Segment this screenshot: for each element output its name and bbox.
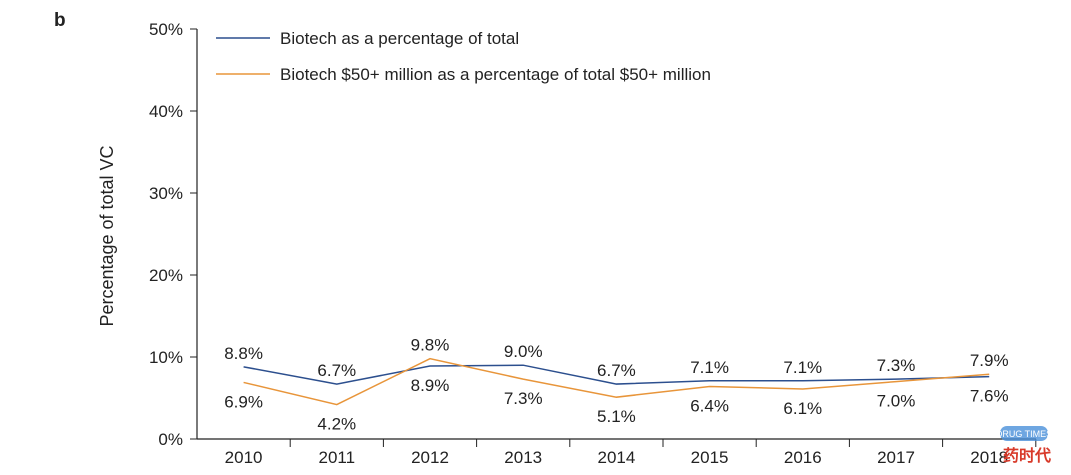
data-label: 7.6%: [970, 387, 1009, 406]
panel-label: b: [54, 10, 66, 31]
data-label: 4.2%: [317, 415, 356, 434]
legend-label: Biotech $50+ million as a percentage of …: [280, 65, 711, 84]
data-label: 7.9%: [970, 351, 1009, 370]
data-label: 7.3%: [877, 356, 916, 375]
x-tick-label: 2013: [504, 448, 542, 467]
data-label: 6.9%: [224, 392, 263, 411]
data-label: 6.7%: [597, 361, 636, 380]
y-tick-label: 10%: [149, 348, 183, 367]
data-label: 7.0%: [877, 392, 916, 411]
data-label: 9.8%: [411, 336, 450, 355]
x-tick-label: 2015: [691, 448, 729, 467]
y-tick-label: 20%: [149, 266, 183, 285]
x-tick-label: 2012: [411, 448, 449, 467]
data-label: 8.9%: [411, 376, 450, 395]
svg-text:药时代: 药时代: [1003, 446, 1051, 465]
x-tick-label: 2011: [319, 448, 356, 467]
legend-label: Biotech as a percentage of total: [280, 29, 519, 48]
data-label: 6.4%: [690, 397, 729, 416]
y-tick-label: 30%: [149, 184, 183, 203]
y-tick-label: 40%: [149, 102, 183, 121]
data-label: 7.1%: [690, 358, 729, 377]
x-tick-label: 2017: [877, 448, 915, 467]
data-label: 9.0%: [504, 342, 543, 361]
data-label: 5.1%: [597, 407, 636, 426]
data-label: 6.7%: [317, 361, 356, 380]
x-tick-label: 2014: [597, 448, 635, 467]
data-label: 6.1%: [783, 399, 822, 418]
x-tick-label: 2010: [225, 448, 263, 467]
data-label: 7.1%: [783, 358, 822, 377]
watermark: DRUG TIMES 药时代: [996, 426, 1052, 465]
data-label: 7.3%: [504, 389, 543, 408]
data-label: 8.8%: [224, 344, 263, 363]
x-tick-label: 2016: [784, 448, 822, 467]
svg-text:DRUG TIMES: DRUG TIMES: [996, 429, 1052, 439]
x-tick-label: 2018: [970, 448, 1008, 467]
y-axis-label: Percentage of total VC: [97, 145, 117, 326]
y-tick-label: 0%: [158, 430, 183, 449]
y-tick-label: 50%: [149, 20, 183, 39]
